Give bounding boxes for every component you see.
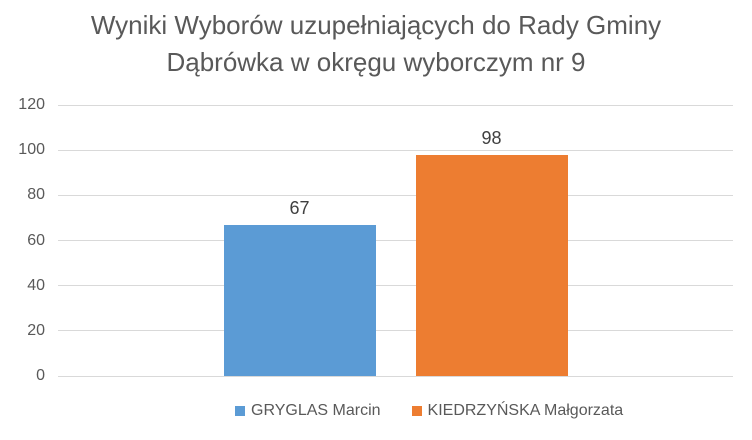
- y-tick-label-0: 0: [36, 367, 45, 384]
- bar-2: [415, 154, 568, 376]
- gridline-40: [58, 285, 733, 287]
- chart-title-line-1: Wyniki Wyborów uzupełniających do Rady G…: [90, 10, 662, 40]
- y-tick-label-60: 60: [27, 231, 45, 249]
- bar-value-label-1: 67: [289, 197, 310, 218]
- gridline-20: [58, 330, 733, 332]
- y-axis: 0 20 40 60 80 100 120: [0, 96, 45, 384]
- legend-swatch-icon: [411, 406, 422, 416]
- gridline-0: [58, 375, 733, 377]
- chart-title: Wyniki Wyborów uzupełniających do Rady G…: [0, 7, 752, 81]
- gridline-80: [58, 194, 733, 196]
- legend-label: KIEDRZYŃSKA Małgorzata: [427, 402, 624, 419]
- y-tick-label-80: 80: [27, 186, 45, 204]
- gridline-60: [58, 240, 733, 241]
- legend-item-1: GRYGLAS Marcin: [235, 402, 381, 420]
- y-tick-label-100: 100: [18, 141, 45, 159]
- y-tick-label-120: 120: [18, 96, 45, 113]
- legend-swatch-icon: [235, 406, 245, 416]
- bar-1: [223, 224, 376, 376]
- y-tick-label-40: 40: [27, 276, 45, 294]
- legend-label: GRYGLAS Marcin: [251, 402, 381, 419]
- legend: GRYGLAS Marcin KIEDRZYŃSKA Małgorzata: [235, 401, 623, 421]
- chart-title-line-2: Dąbrówka w okręgu wyborczym nr 9: [166, 47, 586, 77]
- gridline-120: [58, 104, 733, 106]
- gridline-100: [58, 149, 733, 151]
- legend-item-2: KIEDRZYŃSKA Małgorzata: [411, 402, 624, 420]
- bar-value-label-2: 98: [481, 127, 502, 148]
- plot-area: 67 98: [58, 104, 733, 377]
- y-tick-label-20: 20: [27, 321, 45, 339]
